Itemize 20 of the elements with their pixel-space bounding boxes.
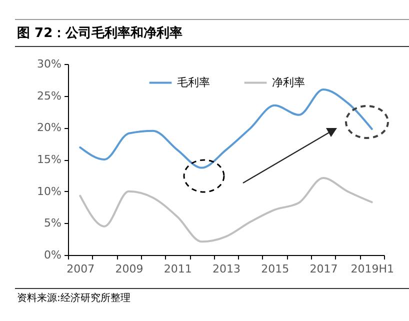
line-series [79, 176, 373, 243]
legend-label: 毛利率 [177, 76, 210, 89]
y-tick-label: 30% [37, 58, 62, 70]
y-tick-label: 20% [37, 121, 62, 134]
y-tick-label: 15% [37, 153, 62, 166]
y-tick-label: 25% [37, 89, 62, 102]
x-tick-label: 2007 [66, 262, 95, 276]
y-tick-label: 5% [44, 216, 62, 230]
x-tick-label: 2015 [261, 262, 290, 276]
x-tick-label: 2013 [212, 262, 240, 276]
line-series [79, 88, 373, 169]
x-tick-label: 2019H1 [350, 262, 394, 276]
legend-label: 净利率 [272, 76, 305, 89]
x-tick-label: 2011 [164, 262, 192, 276]
y-tick-label: 10% [37, 184, 62, 198]
x-tick-label: 2017 [310, 262, 338, 276]
chart-title: 图 72：公司毛利率和净利率 [17, 24, 183, 42]
x-tick-label: 2009 [115, 262, 144, 276]
y-tick-label: 0% [44, 248, 62, 262]
text: 资料来源:经济研究所整理 [17, 292, 130, 305]
